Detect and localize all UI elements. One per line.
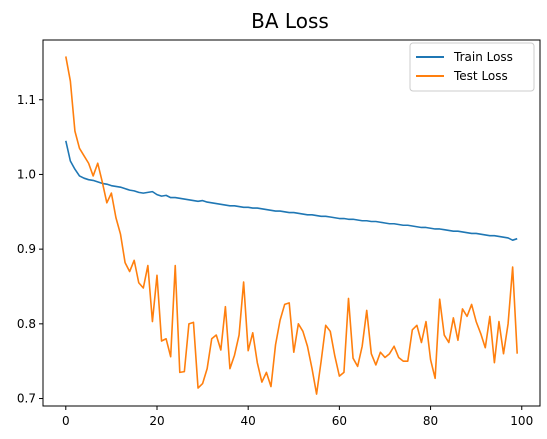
series-line-test-loss [65, 56, 518, 395]
y-tick-label: 1.0 [17, 167, 36, 181]
legend-box [409, 42, 535, 92]
x-tick-label: 100 [510, 414, 533, 428]
legend: Train Loss Test Loss [409, 42, 535, 92]
series-line-train-loss [65, 140, 518, 241]
plot-frame [42, 39, 541, 407]
x-tick-label: 40 [241, 414, 256, 428]
legend-label-test-loss: Test Loss [453, 69, 508, 83]
x-tick-label: 0 [62, 414, 70, 428]
x-tick-label: 60 [332, 414, 347, 428]
series-layer [65, 56, 518, 395]
y-tick-label: 1.1 [17, 93, 36, 107]
y-tick-label: 0.8 [17, 317, 36, 331]
y-tick-label: 0.7 [17, 392, 36, 406]
x-tick-label: 20 [149, 414, 164, 428]
y-axis: 0.7 0.8 0.9 1.0 1.1 [17, 93, 43, 406]
x-axis: 0 20 40 60 80 100 [62, 406, 533, 428]
x-tick-label: 80 [423, 414, 438, 428]
legend-label-train-loss: Train Loss [453, 50, 513, 64]
chart-title: BA Loss [251, 9, 329, 33]
y-tick-label: 0.9 [17, 242, 36, 256]
